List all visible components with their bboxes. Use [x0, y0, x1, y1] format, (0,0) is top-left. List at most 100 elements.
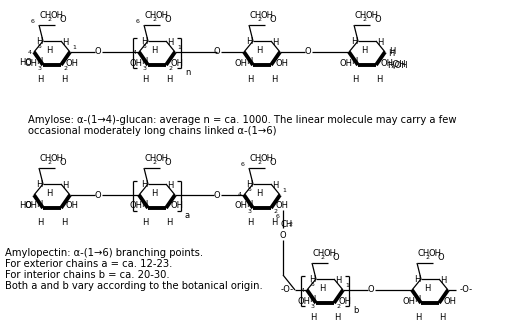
Text: O: O [270, 15, 276, 24]
Text: HO: HO [19, 58, 32, 67]
Text: OH: OH [51, 11, 64, 20]
Text: CH: CH [418, 249, 430, 258]
Text: OH: OH [51, 154, 64, 163]
Text: OH: OH [156, 154, 169, 163]
Text: H: H [351, 57, 357, 66]
Text: a: a [185, 211, 190, 220]
Text: CH: CH [145, 154, 157, 163]
Text: 5: 5 [310, 282, 314, 287]
Text: O: O [305, 47, 312, 56]
Text: O: O [60, 15, 67, 24]
Text: 1: 1 [282, 188, 286, 193]
Text: 2: 2 [337, 304, 341, 309]
Text: H: H [352, 75, 358, 84]
Text: O: O [95, 191, 101, 200]
Text: H: H [389, 46, 395, 55]
Text: For interior chains b = ca. 20-30.: For interior chains b = ca. 20-30. [5, 270, 169, 280]
Text: H: H [141, 200, 148, 209]
Text: OH: OH [403, 296, 416, 305]
Text: H: H [247, 218, 253, 227]
Text: 2: 2 [362, 17, 366, 22]
Text: H: H [414, 295, 420, 304]
Text: H: H [309, 275, 316, 284]
Text: OH: OH [298, 296, 311, 305]
Text: 3: 3 [248, 209, 252, 214]
Text: 4: 4 [28, 49, 32, 54]
Text: CH: CH [250, 154, 262, 163]
Text: OH: OH [25, 202, 38, 210]
Text: OH: OH [171, 58, 184, 67]
Text: OH: OH [130, 202, 143, 210]
Text: H: H [166, 75, 172, 84]
Text: CH: CH [250, 11, 262, 20]
Text: OH: OH [339, 296, 352, 305]
Text: H: H [46, 189, 52, 198]
Text: O: O [375, 15, 382, 24]
Text: 3: 3 [311, 304, 315, 309]
Text: 6: 6 [31, 19, 35, 24]
Text: 4: 4 [301, 288, 305, 292]
Text: H: H [46, 46, 52, 55]
Text: OH: OH [381, 58, 394, 67]
Text: H: H [37, 218, 43, 227]
Text: H: H [376, 75, 382, 84]
Text: H: H [36, 57, 42, 66]
Text: 2: 2 [258, 17, 262, 22]
Text: O: O [214, 47, 220, 56]
Text: 2: 2 [47, 17, 51, 22]
Text: H: H [36, 37, 42, 46]
Text: H: H [424, 284, 431, 293]
Text: O: O [165, 158, 172, 167]
Text: 6: 6 [136, 19, 140, 24]
Text: 2: 2 [289, 222, 293, 227]
Text: OH: OH [261, 154, 274, 163]
Text: OH: OH [235, 58, 248, 67]
Text: OH: OH [130, 58, 143, 67]
Text: H: H [439, 313, 445, 322]
Text: H: H [334, 313, 340, 322]
Text: 2: 2 [258, 160, 262, 165]
Text: OH: OH [66, 202, 79, 210]
Text: H: H [141, 57, 148, 66]
Text: 1: 1 [72, 45, 76, 50]
Text: OH: OH [261, 11, 274, 20]
Text: H: H [256, 189, 262, 198]
Text: O: O [279, 231, 286, 240]
Text: H: H [335, 276, 342, 285]
Text: 2: 2 [153, 17, 156, 22]
Text: H: H [273, 181, 279, 190]
Text: OH: OH [25, 58, 38, 67]
Text: OH: OH [444, 296, 457, 305]
Text: OH: OH [276, 58, 289, 67]
Text: CH: CH [281, 220, 293, 229]
Text: 1: 1 [345, 283, 349, 288]
Text: OH: OH [171, 202, 184, 210]
Text: 5: 5 [247, 187, 251, 192]
Text: 6: 6 [241, 162, 245, 167]
Text: -O-: -O- [460, 286, 473, 294]
Text: ,OH: ,OH [390, 60, 406, 69]
Text: H: H [151, 46, 157, 55]
Text: H: H [142, 75, 148, 84]
Text: H: H [36, 180, 42, 189]
Text: OH: OH [340, 58, 353, 67]
Text: H: H [63, 181, 69, 190]
Text: H: H [378, 38, 384, 47]
Text: H: H [151, 189, 157, 198]
Text: H: H [167, 181, 174, 190]
Text: 2: 2 [321, 255, 325, 260]
Text: H: H [142, 218, 148, 227]
Text: 2: 2 [153, 160, 156, 165]
Text: CH: CH [40, 154, 52, 163]
Text: H: H [415, 313, 421, 322]
Text: CH: CH [313, 249, 325, 258]
Text: H: H [37, 75, 43, 84]
Text: 3: 3 [143, 66, 147, 71]
Text: H: H [246, 200, 252, 209]
Text: H: H [36, 200, 42, 209]
Text: 2: 2 [426, 255, 430, 260]
Text: Amylose: α-(1→4)-glucan: average n = ca. 1000. The linear molecule may carry a f: Amylose: α-(1→4)-glucan: average n = ca.… [28, 115, 457, 125]
Text: OH: OH [366, 11, 379, 20]
Text: occasional moderately long chains linked α-(1→6): occasional moderately long chains linked… [28, 126, 276, 136]
Text: 6: 6 [276, 214, 280, 219]
